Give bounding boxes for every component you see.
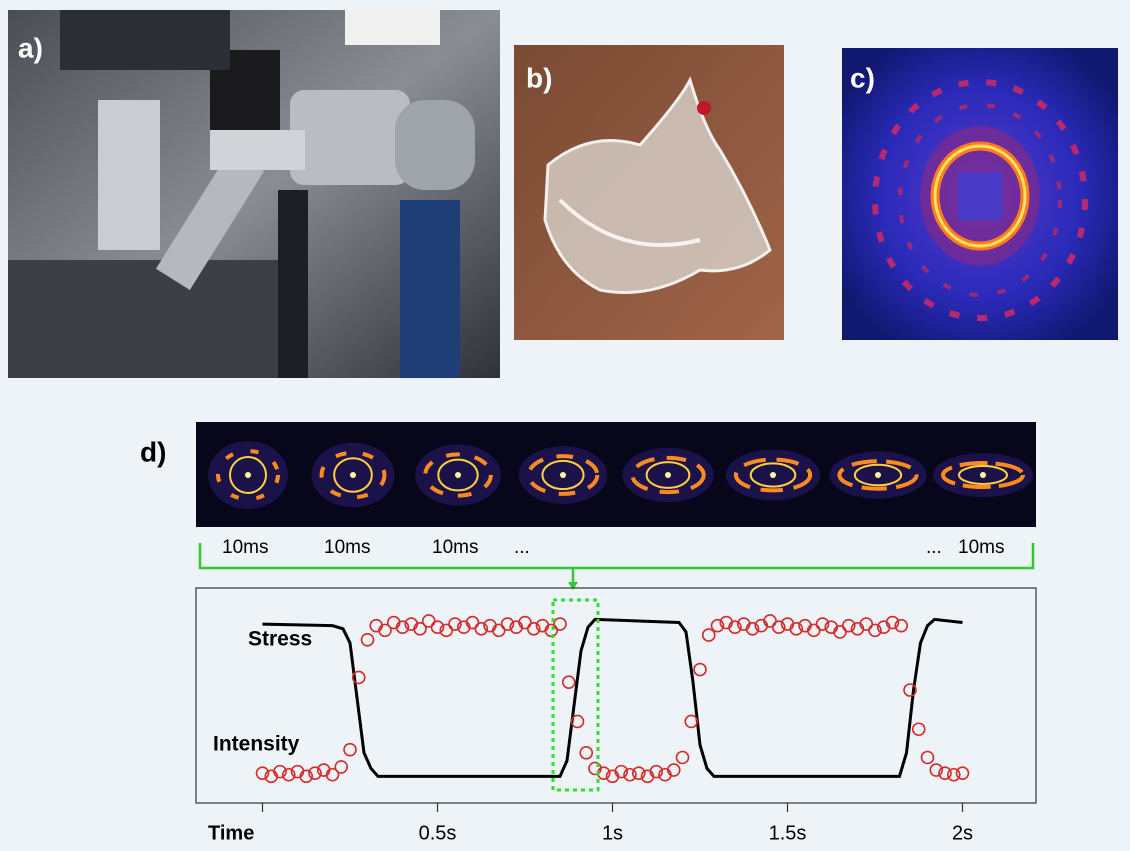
bracket-arrow bbox=[568, 582, 578, 590]
panel-label: b) bbox=[526, 62, 552, 93]
intensity-point bbox=[685, 715, 697, 727]
frame-center bbox=[770, 472, 776, 478]
x-tick-label: 1s bbox=[602, 822, 623, 844]
panel-label: d) bbox=[140, 436, 166, 467]
figure: a) b) c) d) 10ms 10ms 10ms ... ... 10ms … bbox=[0, 0, 1130, 851]
intensity-point bbox=[957, 767, 969, 779]
photo-c bbox=[842, 48, 1118, 340]
frame-center bbox=[875, 472, 881, 478]
x-tick-label: 1.5s bbox=[769, 822, 807, 844]
frame-label: 10ms bbox=[324, 537, 370, 558]
series-label: Stress bbox=[248, 628, 312, 651]
panel-label: c) bbox=[850, 62, 875, 93]
intensity-point bbox=[913, 723, 925, 735]
intensity-point bbox=[563, 676, 575, 688]
intensity-point bbox=[362, 634, 374, 646]
intensity-point bbox=[335, 761, 347, 773]
intensity-point bbox=[694, 664, 706, 676]
frame-center bbox=[455, 472, 461, 478]
frame-label: 10ms bbox=[958, 537, 1004, 558]
series-label: Intensity bbox=[213, 733, 300, 756]
x-tick-label: 2s bbox=[952, 822, 973, 844]
intensity-point bbox=[703, 629, 715, 641]
intensity-point bbox=[677, 751, 689, 763]
frame-label: ... bbox=[514, 537, 530, 558]
frame-center bbox=[245, 472, 251, 478]
intensity-point bbox=[580, 747, 592, 759]
intensity-point bbox=[554, 618, 566, 630]
frame-center bbox=[980, 472, 986, 478]
intensity-point bbox=[922, 751, 934, 763]
stress-line bbox=[263, 619, 963, 776]
intensity-point bbox=[344, 744, 356, 756]
x-axis-label: Time bbox=[208, 822, 254, 844]
intensity-point bbox=[423, 615, 435, 627]
plot: 0.5s 1s 1.5s 2s bbox=[257, 615, 974, 844]
frame-center bbox=[560, 472, 566, 478]
photo-a bbox=[8, 10, 500, 378]
frame-label: ... bbox=[926, 537, 942, 558]
frame-center bbox=[665, 472, 671, 478]
x-tick-label: 0.5s bbox=[419, 822, 457, 844]
frame-label: 10ms bbox=[222, 537, 268, 558]
frame-center bbox=[350, 472, 356, 478]
panel-label: a) bbox=[18, 32, 43, 63]
photo-b bbox=[514, 45, 784, 340]
frame-label: 10ms bbox=[432, 537, 478, 558]
